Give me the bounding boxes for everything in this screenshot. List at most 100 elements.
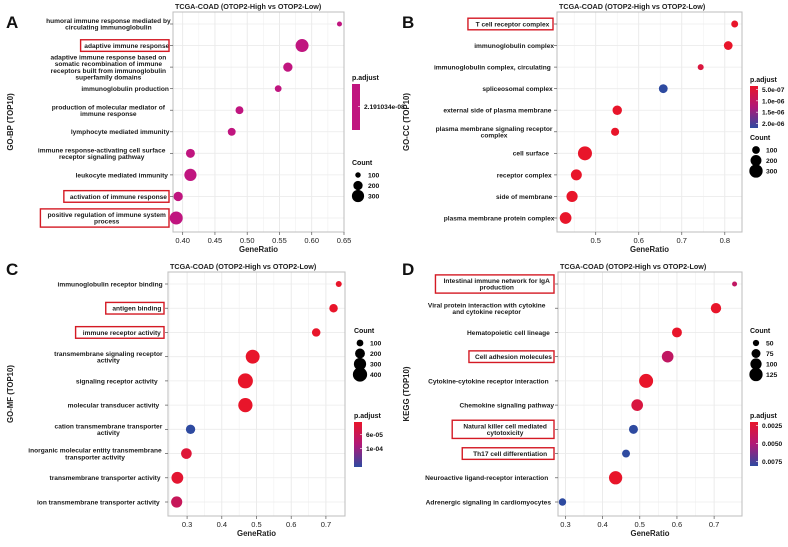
y-tick-label: transmembrane transporter activity <box>50 475 161 482</box>
data-point <box>311 328 321 337</box>
y-tick-label: Neuroactive ligand-receptor interaction <box>425 475 548 482</box>
y-tick-label-line: Natural killer cell mediated <box>463 423 547 430</box>
color-legend-label: 0.0050 <box>762 441 783 448</box>
y-tick-label: adaptive immune response <box>84 43 169 50</box>
plot-title: TCGA-COAD (OTOP2-High vs OTOP2-Low) <box>560 262 707 271</box>
size-legend-dot <box>356 339 364 347</box>
data-point <box>611 127 620 136</box>
x-tick-label: 0.4 <box>597 520 607 529</box>
highlight-box <box>467 17 554 31</box>
color-legend-label: 2.0e-06 <box>762 121 785 128</box>
size-legend-dot <box>751 349 761 358</box>
x-tick-label: 0.65 <box>337 236 352 245</box>
y-tick-label: positive regulation of immune system proc… <box>48 212 166 226</box>
size-legend-title: Count <box>354 328 375 335</box>
data-point <box>184 168 197 181</box>
y-tick-label-line: activity <box>97 430 120 437</box>
size-legend-dot <box>749 164 763 178</box>
x-tick-label: 0.6 <box>286 520 296 529</box>
data-point <box>671 327 682 338</box>
y-tick-label: signaling receptor activity <box>76 378 158 385</box>
x-tick-label: 0.5 <box>251 520 261 529</box>
x-axis-label: GeneRatio <box>239 245 278 254</box>
x-tick-label: 0.5 <box>635 520 645 529</box>
color-legend-bar <box>750 86 758 128</box>
data-point <box>295 39 309 53</box>
plot-frame <box>556 11 743 233</box>
plot-title: TCGA-COAD (OTOP2-High vs OTOP2-Low) <box>559 2 706 11</box>
x-tick-label: 0.55 <box>272 236 287 245</box>
x-tick-label: 0.3 <box>560 520 570 529</box>
data-point <box>171 496 183 508</box>
y-tick-label: Viral protein interaction with cytokine a… <box>428 302 546 316</box>
y-tick-label-line: complex <box>481 132 508 139</box>
y-tick-label-line: receptors built from immunoglobulin <box>51 68 166 75</box>
plot-area <box>557 12 742 232</box>
size-legend-label: 75 <box>766 351 774 358</box>
size-legend-dot <box>352 367 368 382</box>
y-tick-label-line: process <box>94 219 120 226</box>
y-tick-label-line: spliceosomal complex <box>482 86 553 93</box>
y-tick-label: immunoglobulin receptor binding <box>58 281 163 288</box>
y-tick-label-line: ion transmembrane transporter activity <box>37 499 160 506</box>
data-point <box>631 399 644 411</box>
y-tick-label: Cell adhesion molecules <box>475 354 552 361</box>
data-point <box>169 211 183 225</box>
y-tick-label-line: Cell adhesion molecules <box>475 354 552 361</box>
y-tick-label-line: somatic recombination of immune <box>55 61 163 68</box>
color-legend-label: 6e-05 <box>366 432 383 439</box>
y-tick-label: antigen binding <box>112 306 161 313</box>
data-point <box>274 85 282 93</box>
y-tick-label-line: immunoglobulin complex, circulating <box>434 65 551 72</box>
data-point <box>658 84 668 94</box>
data-point <box>237 373 253 389</box>
color-legend-title: p.adjust <box>354 413 382 420</box>
panel-b-go-cc: B TCGA-COAD (OTOP2-High vs OTOP2-Low) 0.5 0… <box>402 2 785 254</box>
y-tick-label-line: Th17 cell differentiation <box>473 451 547 458</box>
size-legend-dot <box>750 358 762 370</box>
y-tick-label: cell surface <box>513 151 550 158</box>
y-tick-label-line: T cell receptor complex <box>476 21 550 28</box>
y-tick-label-line: Viral protein interaction with cytokine <box>428 302 546 309</box>
y-tick-label: Intestinal immune network for IgA product… <box>444 278 550 292</box>
y-tick-label: production of molecular mediator of immun… <box>52 104 166 118</box>
y-tick-label-line: Hematopoietic cell lineage <box>467 330 550 337</box>
highlight-box <box>79 39 170 53</box>
color-legend-bar <box>750 422 758 466</box>
y-tick-label: Hematopoietic cell lineage <box>467 330 550 337</box>
y-tick-label: humoral immune response mediated by circu… <box>46 18 171 32</box>
data-point <box>171 471 184 484</box>
y-tick-label-line: superfamily domains <box>75 74 141 81</box>
y-tick-label: transmembrane signaling receptor activity <box>54 351 163 365</box>
data-point <box>245 349 260 364</box>
y-tick-label-line: receptor complex <box>497 172 552 179</box>
x-tick-label: 0.6 <box>634 236 644 245</box>
y-tick-label: leukocyte mediated immunity <box>76 172 169 179</box>
x-tick-label: 0.8 <box>720 236 730 245</box>
size-legend-label: 200 <box>370 351 382 358</box>
y-tick-label-line: Adrenergic signaling in cardiomyocytes <box>426 499 552 506</box>
y-tick-label-line: cytotoxicity <box>487 430 524 437</box>
data-point <box>622 449 631 458</box>
data-point <box>559 212 572 224</box>
y-tick-label-line: external side of plasma membrane <box>443 108 551 115</box>
size-legend-label: 400 <box>370 372 382 379</box>
y-axis-label: GO-CC (TOP10) <box>402 93 411 151</box>
y-tick-label-line: cell surface <box>513 151 550 158</box>
size-legend-label: 300 <box>368 194 380 201</box>
y-tick-label-line: signaling receptor activity <box>76 378 158 385</box>
size-legend-label: 200 <box>368 183 380 190</box>
y-tick-label-line: transmembrane signaling receptor <box>54 351 163 358</box>
highlight-box <box>63 189 170 203</box>
data-point <box>566 190 578 203</box>
y-tick-label-line: antigen binding <box>112 306 161 313</box>
y-tick-label-line: production <box>480 285 514 292</box>
y-tick-label-line: cation transmembrane transporter <box>55 423 163 430</box>
y-tick-label: T cell receptor complex <box>476 21 550 28</box>
highlight-box <box>461 447 555 461</box>
y-tick-label-line: immunoglobulin receptor binding <box>58 281 163 288</box>
panel-c-go-mf: C TCGA-COAD (OTOP2-High vs OTOP2-Low) 0.3 0… <box>6 260 383 538</box>
y-tick-label: Natural killer cell mediated cytotoxicity <box>463 423 547 437</box>
x-tick-label: 0.60 <box>304 236 319 245</box>
highlight-box <box>39 208 170 228</box>
